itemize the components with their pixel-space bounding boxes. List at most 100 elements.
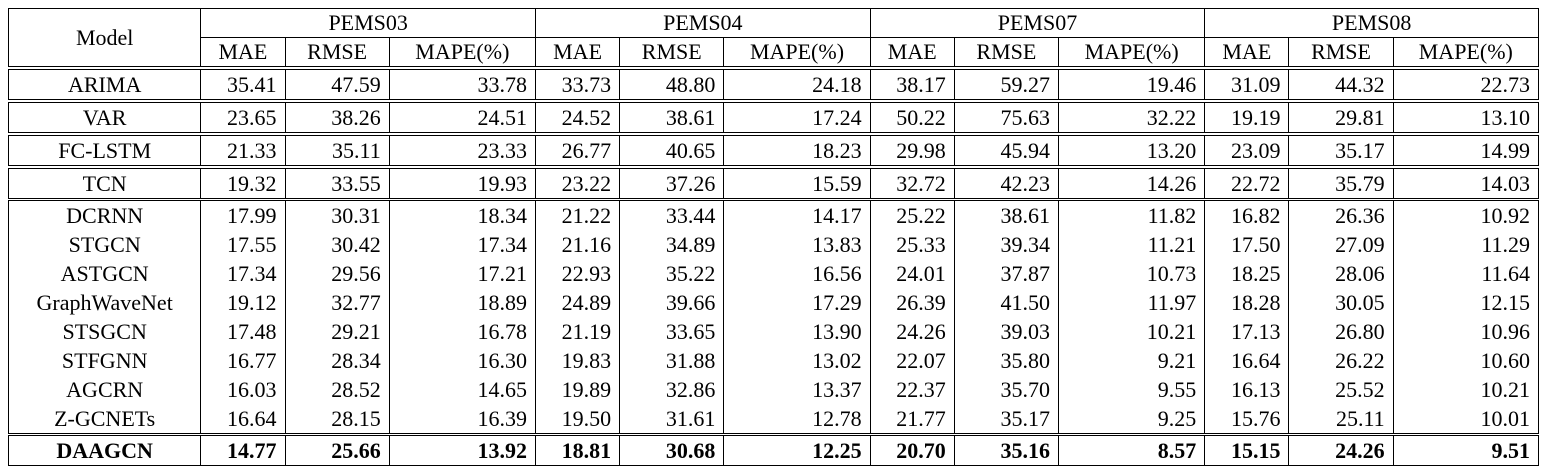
metric-value-cell: 13.90 bbox=[723, 317, 871, 346]
metric-value-cell: 16.39 bbox=[388, 404, 537, 435]
metric-header-mape: MAPE(%) bbox=[1057, 37, 1206, 69]
metric-value-cell: 17.34 bbox=[200, 259, 286, 288]
metric-value-cell: 19.46 bbox=[1057, 66, 1206, 101]
metric-value-cell: 23.22 bbox=[534, 165, 621, 200]
metric-value-cell: 11.21 bbox=[1057, 230, 1206, 259]
metric-value-cell: 24.26 bbox=[869, 317, 955, 346]
metric-value-cell: 18.25 bbox=[1204, 259, 1290, 288]
model-name-cell: VAR bbox=[7, 99, 202, 134]
metric-header-rmse: RMSE bbox=[953, 37, 1059, 69]
metric-value-cell: 29.98 bbox=[869, 132, 955, 167]
metric-value-cell: 26.36 bbox=[1288, 198, 1394, 230]
metric-value-cell: 16.03 bbox=[200, 375, 286, 404]
metric-value-cell: 19.93 bbox=[388, 165, 537, 200]
metric-value-cell: 15.15 bbox=[1204, 433, 1290, 466]
metric-value-cell: 16.64 bbox=[200, 404, 286, 435]
metric-header-mae: MAE bbox=[534, 37, 621, 69]
metric-value-cell: 21.22 bbox=[534, 198, 621, 230]
metric-value-cell: 28.15 bbox=[284, 404, 390, 435]
metric-value-cell: 32.72 bbox=[869, 165, 955, 200]
metric-value-cell: 24.89 bbox=[534, 288, 621, 317]
table-row: STGCN 17.55 30.42 17.34 21.16 34.89 13.83 25.33… bbox=[7, 230, 1540, 259]
metric-value-cell: 12.25 bbox=[723, 433, 871, 466]
metric-value-cell: 32.86 bbox=[619, 375, 725, 404]
metric-value-cell: 35.80 bbox=[953, 346, 1059, 375]
metric-value-cell: 21.16 bbox=[534, 230, 621, 259]
metric-value-cell: 28.06 bbox=[1288, 259, 1394, 288]
results-table-container: Model PEMS03 PEMS04 PEMS07 PEMS08 MAE RM… bbox=[7, 8, 1540, 466]
dataset-header-pems07: PEMS07 bbox=[869, 8, 1206, 38]
metric-value-cell: 27.09 bbox=[1288, 230, 1394, 259]
metric-value-cell: 19.83 bbox=[534, 346, 621, 375]
metric-value-cell: 16.64 bbox=[1204, 346, 1290, 375]
metric-value-cell: 16.77 bbox=[200, 346, 286, 375]
metric-value-cell: 15.76 bbox=[1204, 404, 1290, 435]
metric-value-cell: 37.26 bbox=[619, 165, 725, 200]
metric-value-cell: 30.05 bbox=[1288, 288, 1394, 317]
metric-value-cell: 18.23 bbox=[723, 132, 871, 167]
metric-value-cell: 17.34 bbox=[388, 230, 537, 259]
metric-header-rmse: RMSE bbox=[1288, 37, 1394, 69]
metric-value-cell: 22.73 bbox=[1392, 66, 1540, 101]
metric-value-cell: 13.20 bbox=[1057, 132, 1206, 167]
metric-value-cell: 40.65 bbox=[619, 132, 725, 167]
metric-value-cell: 35.41 bbox=[200, 66, 286, 101]
metric-value-cell: 26.77 bbox=[534, 132, 621, 167]
metric-value-cell: 12.15 bbox=[1392, 288, 1540, 317]
metric-value-cell: 9.25 bbox=[1057, 404, 1206, 435]
metric-value-cell: 13.10 bbox=[1392, 99, 1540, 134]
metric-value-cell: 45.94 bbox=[953, 132, 1059, 167]
table-row: TCN 19.32 33.55 19.93 23.22 37.26 15.59 32.72 42… bbox=[7, 165, 1540, 200]
metric-value-cell: 10.21 bbox=[1057, 317, 1206, 346]
metric-header-mape: MAPE(%) bbox=[388, 37, 537, 69]
metric-value-cell: 38.61 bbox=[953, 198, 1059, 230]
model-name-cell: GraphWaveNet bbox=[7, 288, 202, 317]
metric-value-cell: 29.21 bbox=[284, 317, 390, 346]
metric-value-cell: 18.89 bbox=[388, 288, 537, 317]
table-row: DCRNN 17.99 30.31 18.34 21.22 33.44 14.17 25.22… bbox=[7, 198, 1540, 230]
metric-value-cell: 14.77 bbox=[200, 433, 286, 466]
metric-value-cell: 15.59 bbox=[723, 165, 871, 200]
metric-header-mae: MAE bbox=[869, 37, 955, 69]
metric-value-cell: 37.87 bbox=[953, 259, 1059, 288]
table-row: STSGCN 17.48 29.21 16.78 21.19 33.65 13.90 24.2… bbox=[7, 317, 1540, 346]
metric-value-cell: 35.17 bbox=[1288, 132, 1394, 167]
metric-value-cell: 33.78 bbox=[388, 66, 537, 101]
metric-value-cell: 9.21 bbox=[1057, 346, 1206, 375]
metric-value-cell: 33.44 bbox=[619, 198, 725, 230]
table-row: VAR 23.65 38.26 24.51 24.52 38.61 17.24 50.22 75… bbox=[7, 99, 1540, 134]
metric-value-cell: 16.56 bbox=[723, 259, 871, 288]
metric-value-cell: 28.34 bbox=[284, 346, 390, 375]
metric-value-cell: 9.51 bbox=[1392, 433, 1540, 466]
metric-value-cell: 32.22 bbox=[1057, 99, 1206, 134]
metric-value-cell: 11.64 bbox=[1392, 259, 1540, 288]
metric-value-cell: 10.73 bbox=[1057, 259, 1206, 288]
metric-value-cell: 24.01 bbox=[869, 259, 955, 288]
metric-value-cell: 17.50 bbox=[1204, 230, 1290, 259]
metric-value-cell: 38.61 bbox=[619, 99, 725, 134]
metric-value-cell: 35.16 bbox=[953, 433, 1059, 466]
metric-header-row: MAE RMSE MAPE(%) MAE RMSE MAPE(%) MAE RM… bbox=[9, 37, 1540, 69]
metric-header-rmse: RMSE bbox=[619, 37, 725, 69]
metric-value-cell: 38.26 bbox=[284, 99, 390, 134]
table-group-2: DCRNN 17.99 30.31 18.34 21.22 33.44 14.17 25.22… bbox=[7, 198, 1540, 435]
metric-value-cell: 31.09 bbox=[1204, 66, 1290, 101]
metric-value-cell: 44.32 bbox=[1288, 66, 1394, 101]
metric-value-cell: 10.60 bbox=[1392, 346, 1540, 375]
metric-value-cell: 19.19 bbox=[1204, 99, 1290, 134]
metric-header-mape: MAPE(%) bbox=[1392, 37, 1540, 69]
metric-value-cell: 28.52 bbox=[284, 375, 390, 404]
metric-value-cell: 42.23 bbox=[953, 165, 1059, 200]
metric-value-cell: 17.21 bbox=[388, 259, 537, 288]
metric-value-cell: 14.65 bbox=[388, 375, 537, 404]
metric-value-cell: 26.80 bbox=[1288, 317, 1394, 346]
metric-value-cell: 14.17 bbox=[723, 198, 871, 230]
metric-value-cell: 19.12 bbox=[200, 288, 286, 317]
metric-value-cell: 13.92 bbox=[388, 433, 537, 466]
metric-value-cell: 16.30 bbox=[388, 346, 537, 375]
metric-value-cell: 33.73 bbox=[534, 66, 621, 101]
dataset-header-pems04: PEMS04 bbox=[535, 8, 871, 38]
model-name-cell: DAAGCN bbox=[7, 433, 202, 466]
metric-header-mae: MAE bbox=[1204, 37, 1290, 69]
metric-value-cell: 48.80 bbox=[619, 66, 725, 101]
